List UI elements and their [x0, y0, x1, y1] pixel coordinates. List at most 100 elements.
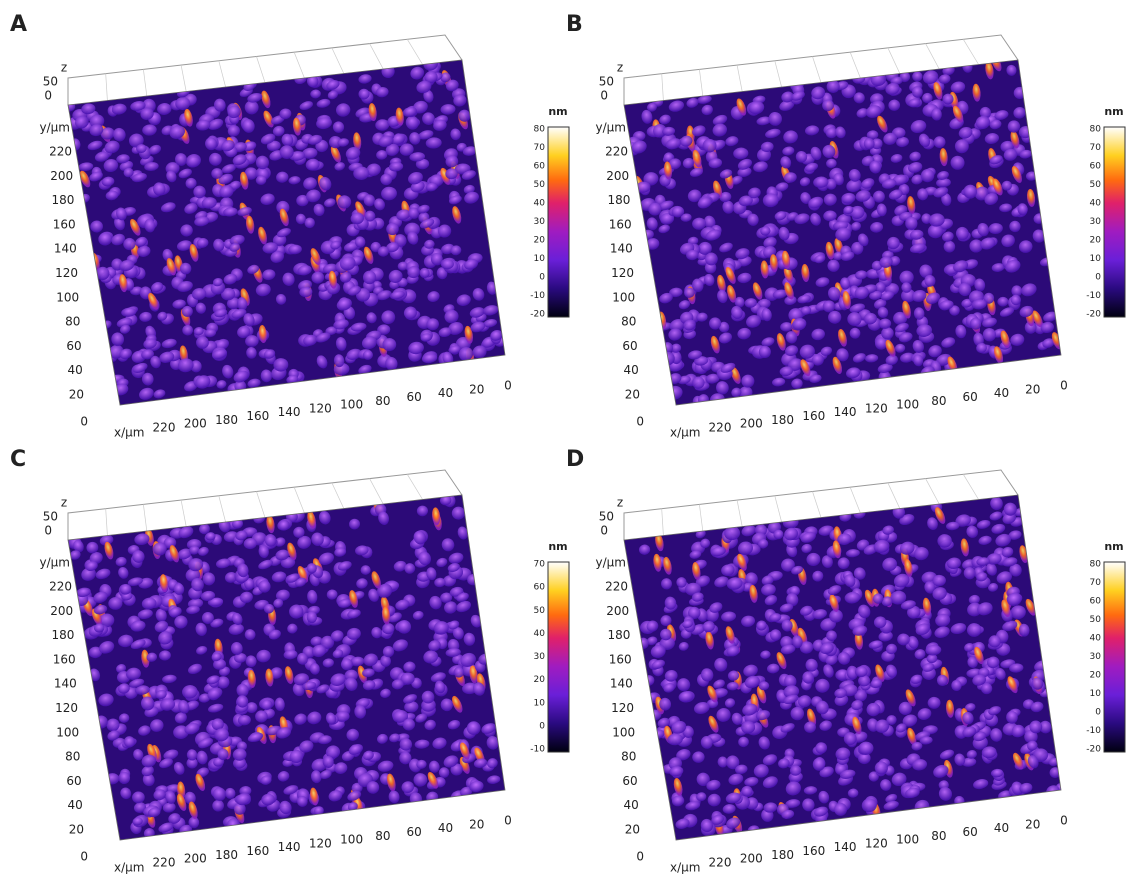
bump [473, 758, 488, 768]
bump [664, 669, 678, 682]
x-tick-label: 140 [834, 405, 857, 419]
bump [366, 163, 381, 176]
bump [696, 312, 708, 322]
bump [401, 781, 415, 794]
bump [932, 574, 946, 587]
bump [1010, 294, 1022, 306]
bump [90, 220, 103, 233]
bump [712, 123, 728, 137]
bump [1013, 106, 1026, 119]
bump [954, 139, 969, 154]
bump [216, 380, 227, 389]
frame-tick [812, 56, 822, 83]
bump [837, 533, 852, 545]
z-tick-label: 0 [600, 524, 608, 538]
bump [115, 556, 127, 567]
bump [823, 664, 834, 678]
bump [726, 755, 740, 770]
bump [912, 339, 925, 353]
z-tick-label: 50 [599, 75, 614, 89]
bump [126, 667, 141, 680]
bump [927, 696, 941, 709]
peak [330, 145, 342, 163]
peak [952, 105, 964, 123]
bump [366, 781, 380, 794]
bump [294, 713, 307, 725]
bump [825, 654, 838, 666]
bump [731, 175, 743, 185]
colorbar-tick-label: 30 [1090, 652, 1102, 662]
bump [136, 144, 147, 153]
bump [714, 576, 729, 588]
bump [1030, 701, 1044, 713]
bump [871, 138, 883, 150]
frame-tick [143, 504, 148, 532]
panel-label: A [10, 12, 27, 37]
colorbar-title: nm [1104, 540, 1123, 553]
peak [297, 565, 309, 583]
bump [797, 695, 812, 708]
bump [966, 749, 977, 759]
bump [178, 168, 192, 179]
bump [348, 518, 361, 530]
bump [873, 616, 887, 629]
bump [911, 290, 927, 302]
bump [811, 86, 826, 100]
bump [847, 788, 859, 798]
bump [912, 71, 923, 82]
bump [166, 170, 177, 183]
frame-tick [293, 52, 305, 79]
colorbar-tick-label: 70 [534, 560, 546, 570]
colorbar-tick-label: 40 [534, 199, 546, 209]
bump [193, 185, 206, 199]
bump [835, 747, 851, 761]
peak [395, 107, 404, 126]
bump [93, 591, 108, 603]
bump [946, 521, 960, 531]
bump [393, 560, 407, 572]
bump [780, 322, 793, 332]
bump [246, 347, 257, 359]
bump [116, 154, 130, 164]
peak [363, 246, 374, 264]
bump [823, 210, 837, 222]
bump [826, 630, 837, 642]
peak [730, 366, 741, 384]
frame-tick [963, 39, 979, 65]
bump [415, 713, 428, 723]
bump [839, 769, 856, 779]
bump [221, 164, 236, 174]
frame-tick [661, 508, 664, 536]
bump [827, 585, 842, 596]
bump [927, 224, 944, 239]
bump [339, 256, 356, 271]
bump [456, 294, 471, 306]
bump [845, 549, 860, 558]
bump [233, 370, 249, 383]
peak [452, 206, 462, 224]
frame-tick [407, 39, 423, 65]
bump [347, 609, 361, 619]
bump [966, 525, 979, 538]
bump [177, 281, 193, 292]
bump [797, 294, 811, 304]
bump [313, 203, 325, 216]
bump [692, 376, 705, 389]
bump [705, 252, 718, 266]
x-axis-label: x/µm [114, 861, 144, 875]
bump [902, 714, 918, 727]
bump [646, 217, 658, 231]
bump [804, 721, 816, 733]
bump [1002, 557, 1018, 567]
peak [368, 103, 377, 122]
bump [118, 771, 131, 785]
bump [858, 741, 874, 755]
peak [464, 325, 474, 344]
bump [726, 817, 741, 829]
colorbar-tick-label: -10 [530, 291, 545, 301]
bump [399, 738, 413, 751]
bump [444, 601, 458, 614]
bump [810, 146, 822, 161]
x-tick-label: 0 [504, 379, 512, 393]
bump [118, 683, 130, 694]
